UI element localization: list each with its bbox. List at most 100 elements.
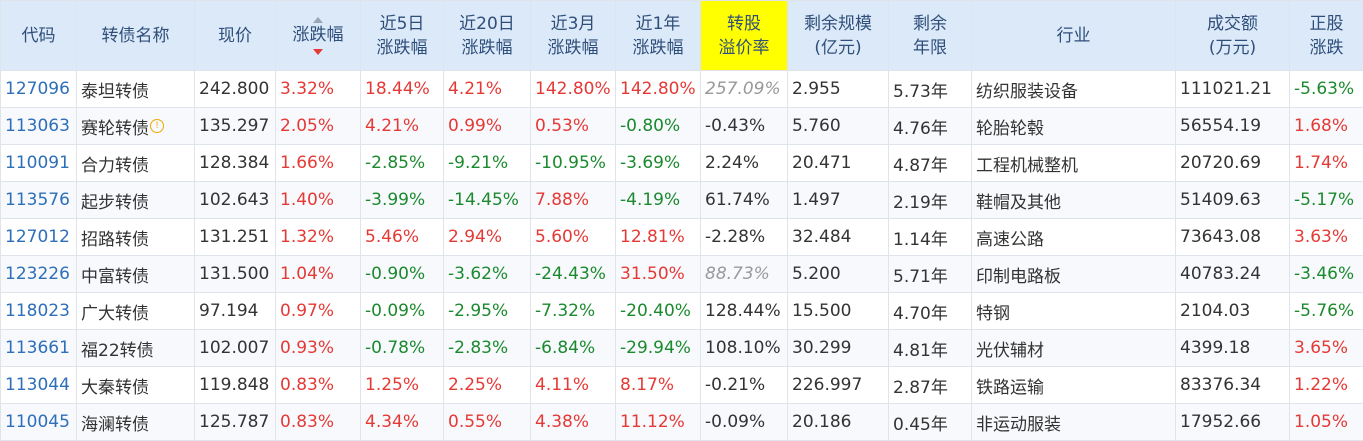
header-change-5d[interactable]: 近5日涨跌幅 [361,1,444,71]
bond-name[interactable]: 福22转债 [81,341,154,361]
cell-name[interactable]: 海澜转债 [77,404,195,441]
bond-name[interactable]: 大秦转债 [81,378,149,398]
bond-name[interactable]: 中富转债 [81,267,149,287]
header-price[interactable]: 现价 [195,1,276,71]
cell-stock-change: 3.63% [1290,219,1363,256]
cell-stock-change: 1.05% [1290,404,1363,441]
cell-change-3m: 4.38% [531,404,616,441]
cell-stock-change: 1.68% [1290,108,1363,145]
cell-change-5d: 5.46% [361,219,444,256]
cell-name[interactable]: 招路转债 [77,219,195,256]
header-stock-change[interactable]: 正股涨跌 [1290,1,1363,71]
bond-name[interactable]: 广大转债 [81,304,149,324]
header-name[interactable]: 转债名称 [77,1,195,71]
bond-name[interactable]: 泰坦转债 [81,82,149,102]
cell-name[interactable]: 中富转债 [77,256,195,293]
cell-change-5d: 1.25% [361,367,444,404]
cell-code[interactable]: 123226 [1,256,77,293]
cell-industry: 工程机械整机 [972,145,1176,182]
cell-code[interactable]: 110091 [1,145,77,182]
cell-scale: 15.500 [788,293,889,330]
cell-change-3m: 0.53% [531,108,616,145]
cell-volume: 83376.34 [1176,367,1290,404]
cell-name[interactable]: 泰坦转债 [77,71,195,108]
cell-code[interactable]: 113661 [1,330,77,367]
cell-volume: 111021.21 [1176,71,1290,108]
header-change-3m[interactable]: 近3月涨跌幅 [531,1,616,71]
header-change-20d[interactable]: 近20日涨跌幅 [444,1,531,71]
bond-name[interactable]: 合力转债 [81,156,149,176]
cell-price: 242.800 [195,71,276,108]
cell-years: 4.81年 [889,330,972,367]
cell-industry: 非运动服装 [972,404,1176,441]
header-code[interactable]: 代码 [1,1,77,71]
cell-code[interactable]: 127012 [1,219,77,256]
cell-name[interactable]: 赛轮转债! [77,108,195,145]
cell-years: 4.87年 [889,145,972,182]
cell-stock-change: -5.63% [1290,71,1363,108]
cell-scale: 5.200 [788,256,889,293]
cell-code[interactable]: 110045 [1,404,77,441]
cell-name[interactable]: 合力转债 [77,145,195,182]
cell-code[interactable]: 127096 [1,71,77,108]
cell-price: 131.500 [195,256,276,293]
cell-price: 97.194 [195,293,276,330]
header-premium[interactable]: 转股溢价率 [701,1,788,71]
cell-change-3m: 4.11% [531,367,616,404]
cell-change-5d: -0.90% [361,256,444,293]
header-volume[interactable]: 成交额(万元) [1176,1,1290,71]
cell-change-5d: 18.44% [361,71,444,108]
cell-volume: 40783.24 [1176,256,1290,293]
cell-change-20d: 4.21% [444,71,531,108]
cell-change-20d: -14.45% [444,182,531,219]
cell-price: 102.007 [195,330,276,367]
cell-name[interactable]: 起步转债 [77,182,195,219]
bond-name[interactable]: 起步转债 [81,193,149,213]
cell-code[interactable]: 113063 [1,108,77,145]
cell-change-20d: 2.25% [444,367,531,404]
cell-industry: 特钢 [972,293,1176,330]
cell-premium: -2.28% [701,219,788,256]
header-change-1y[interactable]: 近1年涨跌幅 [616,1,701,71]
cell-change-20d: -2.95% [444,293,531,330]
cell-name[interactable]: 福22转债 [77,330,195,367]
cell-change-20d: -9.21% [444,145,531,182]
bond-name[interactable]: 海澜转债 [81,415,149,435]
cell-price: 119.848 [195,367,276,404]
cell-volume: 51409.63 [1176,182,1290,219]
cell-name[interactable]: 广大转债 [77,293,195,330]
cell-premium: -0.43% [701,108,788,145]
info-circle-icon[interactable]: ! [150,119,164,133]
cell-years: 2.19年 [889,182,972,219]
cell-code[interactable]: 118023 [1,293,77,330]
cell-change: 0.97% [276,293,361,330]
bond-name[interactable]: 赛轮转债 [81,119,149,139]
cell-code[interactable]: 113044 [1,367,77,404]
cell-change-5d: 4.21% [361,108,444,145]
header-scale[interactable]: 剩余规模(亿元) [788,1,889,71]
bond-name[interactable]: 招路转债 [81,230,149,250]
cell-scale: 30.299 [788,330,889,367]
cell-change-1y: 11.12% [616,404,701,441]
cell-name[interactable]: 大秦转债 [77,367,195,404]
cell-change-3m: -24.43% [531,256,616,293]
header-change[interactable]: 涨跌幅 [276,1,361,71]
cell-code[interactable]: 113576 [1,182,77,219]
header-years[interactable]: 剩余年限 [889,1,972,71]
cell-premium: 2.24% [701,145,788,182]
cell-industry: 纺织服装设备 [972,71,1176,108]
cell-volume: 73643.08 [1176,219,1290,256]
cell-price: 102.643 [195,182,276,219]
header-industry[interactable]: 行业 [972,1,1176,71]
